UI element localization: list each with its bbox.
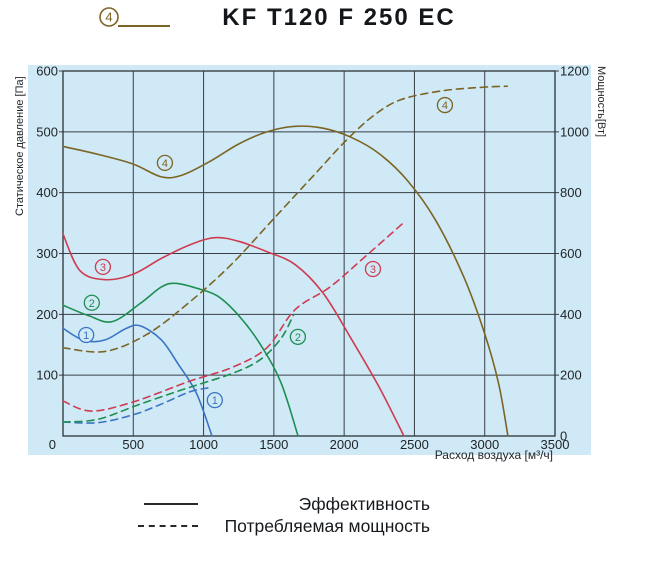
legend-item-power: Потребляемая мощность bbox=[138, 515, 430, 537]
svg-text:2500: 2500 bbox=[400, 437, 429, 452]
svg-text:3: 3 bbox=[370, 264, 376, 276]
chart-panel-background bbox=[28, 65, 591, 455]
y-axis-right-label: Мощность[Вт] bbox=[595, 66, 607, 138]
svg-text:1: 1 bbox=[212, 395, 218, 407]
svg-text:1500: 1500 bbox=[259, 437, 288, 452]
svg-text:100: 100 bbox=[36, 368, 58, 383]
svg-text:800: 800 bbox=[560, 185, 582, 200]
svg-text:300: 300 bbox=[36, 246, 58, 261]
svg-text:2000: 2000 bbox=[330, 437, 359, 452]
solid-line-sample bbox=[144, 503, 198, 505]
x-axis-label: Расход воздуха [м³/ч] bbox=[434, 448, 553, 462]
svg-text:3500: 3500 bbox=[541, 437, 570, 452]
page-title: KF T120 F 250 EC bbox=[222, 4, 456, 31]
svg-text:400: 400 bbox=[560, 307, 582, 322]
svg-text:3000: 3000 bbox=[470, 437, 499, 452]
svg-text:500: 500 bbox=[122, 437, 144, 452]
svg-text:200: 200 bbox=[36, 307, 58, 322]
svg-text:500: 500 bbox=[36, 124, 58, 139]
legend-label-efficiency: Эффективность bbox=[298, 493, 430, 514]
svg-text:4: 4 bbox=[105, 10, 112, 25]
svg-text:400: 400 bbox=[36, 185, 58, 200]
svg-text:600: 600 bbox=[560, 246, 582, 261]
svg-text:600: 600 bbox=[36, 64, 58, 79]
legend-label-power: Потребляемая мощность bbox=[224, 515, 430, 536]
svg-text:200: 200 bbox=[560, 368, 582, 383]
svg-text:2: 2 bbox=[295, 332, 301, 344]
svg-text:3: 3 bbox=[100, 262, 106, 274]
legend-item-efficiency: Эффективность bbox=[138, 493, 430, 515]
svg-text:0: 0 bbox=[49, 437, 56, 452]
dashed-line-sample bbox=[138, 525, 198, 527]
svg-text:4: 4 bbox=[162, 158, 168, 170]
y-axis-left-label: Статическое давление [Па] bbox=[14, 76, 26, 216]
svg-text:1: 1 bbox=[83, 330, 89, 342]
svg-text:4: 4 bbox=[442, 100, 448, 112]
svg-text:1000: 1000 bbox=[189, 437, 218, 452]
svg-text:0: 0 bbox=[560, 429, 567, 444]
svg-text:2: 2 bbox=[89, 298, 95, 310]
svg-text:1200: 1200 bbox=[560, 64, 589, 79]
chart-legend: Эффективность Потребляемая мощность bbox=[138, 493, 430, 537]
svg-text:1000: 1000 bbox=[560, 124, 589, 139]
